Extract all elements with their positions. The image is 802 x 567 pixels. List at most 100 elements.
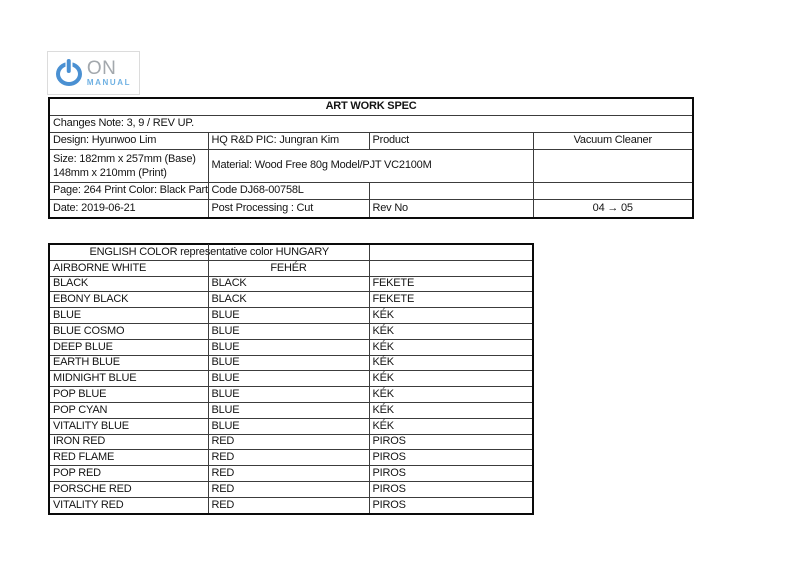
color-hungarian-cell: KÉK — [368, 417, 534, 435]
color-hungarian-cell: KÉK — [368, 322, 534, 340]
artwork-spec-table: ART WORK SPEC Changes Note: 3, 9 / REV U… — [48, 97, 695, 219]
color-english-cell: POP BLUE — [48, 386, 209, 403]
color-hungarian-cell: PIROS — [368, 433, 534, 451]
color-representative-cell: BLUE — [207, 370, 370, 388]
color-table: ENGLISH COLOR representative color HUNGA… — [48, 243, 534, 515]
color-hungarian-cell: KÉK — [368, 354, 534, 372]
color-representative-cell: BLUE — [207, 307, 370, 324]
logo-text: ON MANUAL — [87, 59, 131, 87]
color-row: EBONY BLACK BLACK FEKETE — [48, 291, 534, 309]
color-hungarian-cell: KÉK — [368, 307, 534, 324]
design-row: Design: Hyunwoo Lim HQ R&D PIC: Jungran … — [48, 132, 694, 150]
color-hungarian-cell: KÉK — [368, 386, 534, 403]
spec-title-row: ART WORK SPEC — [48, 97, 694, 116]
color-representative-cell: BLUE — [207, 322, 370, 340]
logo-manual-text: MANUAL — [86, 78, 132, 87]
color-english-cell: POP CYAN — [48, 401, 209, 419]
color-hungarian-cell: KÉK — [368, 401, 534, 419]
color-representative-cell: BLUE — [207, 417, 370, 435]
date-cell: Date: 2019-06-21 — [48, 199, 209, 219]
color-row: AIRBORNE WHITE FEHÉR — [48, 259, 534, 277]
color-representative-cell: RED — [207, 480, 370, 498]
color-row: PORSCHE RED RED PIROS — [48, 480, 534, 498]
changes-note-cell: Changes Note: 3, 9 / REV UP. — [48, 115, 694, 133]
color-english-cell: EBONY BLACK — [48, 291, 209, 309]
color-english-cell: IRON RED — [48, 433, 209, 451]
color-representative-cell: BLUE — [207, 354, 370, 372]
color-row: MIDNIGHT BLUE BLUE KÉK — [48, 370, 534, 388]
color-row: DEEP BLUE BLUE KÉK — [48, 338, 534, 356]
color-row: BLUE COSMO BLUE KÉK — [48, 322, 534, 340]
grid-line-overlay — [208, 244, 209, 261]
color-english-cell: VITALITY BLUE — [48, 417, 209, 435]
color-row: IRON RED RED PIROS — [48, 433, 534, 451]
color-english-cell: AIRBORNE WHITE — [48, 259, 209, 277]
hq-pic-cell: HQ R&D PIC: Jungran Kim — [207, 132, 370, 150]
date-row: Date: 2019-06-21 Post Processing : Cut R… — [48, 199, 694, 219]
color-table-header-row: ENGLISH COLOR representative color HUNGA… — [48, 243, 534, 261]
color-hungarian-cell: PIROS — [368, 449, 534, 467]
changes-note-row: Changes Note: 3, 9 / REV UP. — [48, 115, 694, 133]
power-icon — [55, 59, 82, 86]
page-print-cell: Page: 264 Print Color: Black Part — [48, 182, 209, 200]
product-value-cell: Vacuum Cleaner — [532, 132, 694, 150]
size-cell: Size: 182mm x 257mm (Base) 148mm x 210mm… — [48, 149, 209, 183]
color-representative-cell: BLUE — [207, 401, 370, 419]
color-hungarian-cell: FEKETE — [368, 291, 534, 309]
color-row: POP RED RED PIROS — [48, 465, 534, 482]
on-manual-logo: ON MANUAL — [47, 51, 140, 95]
color-english-cell: MIDNIGHT BLUE — [48, 370, 209, 388]
color-hungarian-cell: PIROS — [368, 480, 534, 498]
color-row: BLUE BLUE KÉK — [48, 307, 534, 324]
color-hungarian-cell: FEKETE — [368, 275, 534, 293]
size-material-row: Size: 182mm x 257mm (Base) 148mm x 210mm… — [48, 149, 694, 183]
product-label-cell: Product — [368, 132, 534, 150]
color-representative-cell: FEHÉR — [207, 259, 370, 277]
page-row-empty-cell-2 — [532, 182, 694, 200]
post-processing-cell: Post Processing : Cut — [207, 199, 370, 219]
design-cell: Design: Hyunwoo Lim — [48, 132, 209, 150]
color-table-header-cell: ENGLISH COLOR representative color HUNGA… — [48, 243, 370, 261]
color-english-cell: BLUE — [48, 307, 209, 324]
color-english-cell: BLACK — [48, 275, 209, 293]
color-english-cell: DEEP BLUE — [48, 338, 209, 356]
color-english-cell: EARTH BLUE — [48, 354, 209, 372]
spec-title: ART WORK SPEC — [48, 97, 694, 116]
color-english-cell: RED FLAME — [48, 449, 209, 467]
color-row: POP BLUE BLUE KÉK — [48, 386, 534, 403]
color-english-cell: PORSCHE RED — [48, 480, 209, 498]
color-hungarian-cell: KÉK — [368, 370, 534, 388]
color-table-header-empty-cell — [368, 243, 534, 261]
color-table-body: ENGLISH COLOR representative color HUNGA… — [48, 243, 534, 515]
color-table-header-text: ENGLISH COLOR representative color HUNGA… — [89, 245, 330, 258]
color-english-cell: BLUE COSMO — [48, 322, 209, 340]
power-icon-bar — [66, 59, 72, 73]
rev-label-cell: Rev No — [368, 199, 534, 219]
color-hungarian-cell: KÉK — [368, 338, 534, 356]
size-line-1: Size: 182mm x 257mm (Base) — [53, 153, 196, 165]
color-row: VITALITY BLUE BLUE KÉK — [48, 417, 534, 435]
color-representative-cell: RED — [207, 449, 370, 467]
color-representative-cell: RED — [207, 433, 370, 451]
page-code-row: Page: 264 Print Color: Black Part Code D… — [48, 182, 694, 200]
color-hungarian-cell — [368, 259, 534, 277]
part-code-cell: Code DJ68-00758L — [207, 182, 370, 200]
color-representative-cell: RED — [207, 465, 370, 482]
color-representative-cell: RED — [207, 496, 370, 515]
material-cell: Material: Wood Free 80g Model/PJT VC2100… — [207, 149, 534, 183]
color-hungarian-cell: PIROS — [368, 496, 534, 515]
material-empty-cell — [532, 149, 694, 183]
color-english-cell: POP RED — [48, 465, 209, 482]
color-hungarian-cell: PIROS — [368, 465, 534, 482]
color-representative-cell: BLACK — [207, 275, 370, 293]
logo-on-text: ON — [86, 58, 117, 79]
color-row: VITALITY RED RED PIROS — [48, 496, 534, 515]
color-row: EARTH BLUE BLUE KÉK — [48, 354, 534, 372]
page-row-empty-cell-1 — [368, 182, 534, 200]
color-representative-cell: BLUE — [207, 386, 370, 403]
color-row: RED FLAME RED PIROS — [48, 449, 534, 467]
color-representative-cell: BLUE — [207, 338, 370, 356]
color-english-cell: VITALITY RED — [48, 496, 209, 515]
size-line-2: 148mm x 210mm (Print) — [53, 167, 167, 179]
